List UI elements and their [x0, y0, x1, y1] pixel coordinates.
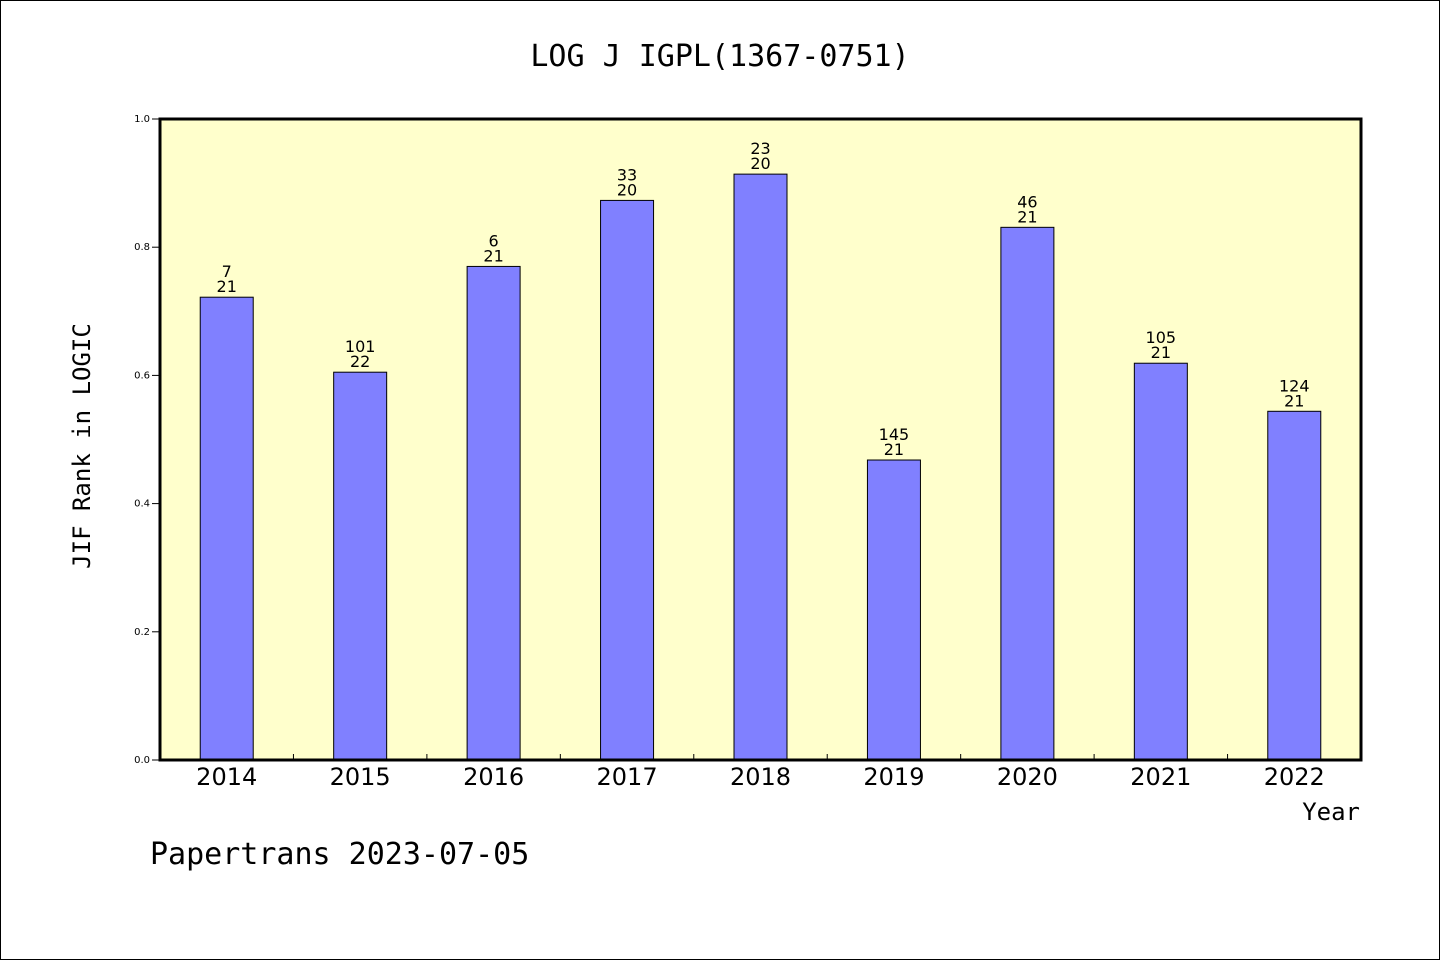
data-label-top: 124	[1279, 376, 1310, 395]
data-label-bottom: 22	[350, 352, 370, 371]
x-tick-label: 2018	[730, 763, 791, 791]
bars	[199, 173, 1322, 761]
plot-border	[158, 117, 1363, 762]
bar	[466, 265, 521, 761]
x-tick-label: 2016	[463, 763, 524, 791]
x-tick-label: 2020	[997, 763, 1058, 791]
data-label-bottom: 21	[217, 277, 237, 296]
data-label-top: 6	[489, 231, 499, 250]
data-label-top: 23	[750, 139, 770, 158]
bar	[1133, 362, 1188, 761]
x-tick-label: 2014	[196, 763, 257, 791]
data-label-top: 101	[345, 337, 376, 356]
x-tick-label: 2022	[1264, 763, 1325, 791]
data-label-bottom: 21	[1017, 207, 1037, 226]
y-tick-label: 0.8	[134, 242, 150, 253]
chart-title: LOG J IGPL(1367-0751)	[530, 39, 909, 74]
y-axis: 0.0 0.2 0.4 0.6 0.8 1.0	[134, 114, 160, 766]
data-label-top: 145	[879, 425, 910, 444]
x-tick-label: 2019	[863, 763, 924, 791]
footer-text: Papertrans 2023-07-05	[150, 837, 529, 872]
x-tick-label: 2015	[330, 763, 391, 791]
data-label-bottom: 21	[483, 246, 503, 265]
bar	[733, 173, 788, 761]
data-label-top: 46	[1017, 192, 1037, 211]
y-tick-label: 0.6	[134, 370, 150, 381]
bar	[600, 199, 655, 761]
data-label-top: 7	[222, 262, 232, 281]
bar	[1000, 226, 1055, 761]
bar	[866, 459, 921, 761]
x-axis: 2014 2015 2016 2017 2018 2019 2020 2021 2022	[196, 754, 1325, 791]
x-tick-label: 2017	[597, 763, 658, 791]
bar	[199, 296, 254, 761]
data-label-bottom: 21	[1284, 391, 1304, 410]
data-label-bottom: 21	[884, 440, 904, 459]
data-label-top: 105	[1146, 328, 1177, 347]
bar	[333, 371, 388, 761]
y-tick-label: 0.4	[134, 499, 150, 510]
y-tick-label: 0.2	[134, 627, 150, 638]
y-tick-label: 1.0	[134, 114, 150, 125]
y-tick-label: 0.0	[134, 755, 150, 766]
data-label-top: 33	[617, 165, 637, 184]
data-label-bottom: 20	[750, 154, 770, 173]
bar	[1267, 410, 1322, 761]
x-axis-label: Year	[1302, 798, 1360, 826]
data-label-bottom: 20	[617, 180, 637, 199]
x-tick-label: 2021	[1130, 763, 1191, 791]
data-label-bottom: 21	[1151, 343, 1171, 362]
y-axis-label: JIF Rank in LOGIC	[68, 323, 96, 569]
